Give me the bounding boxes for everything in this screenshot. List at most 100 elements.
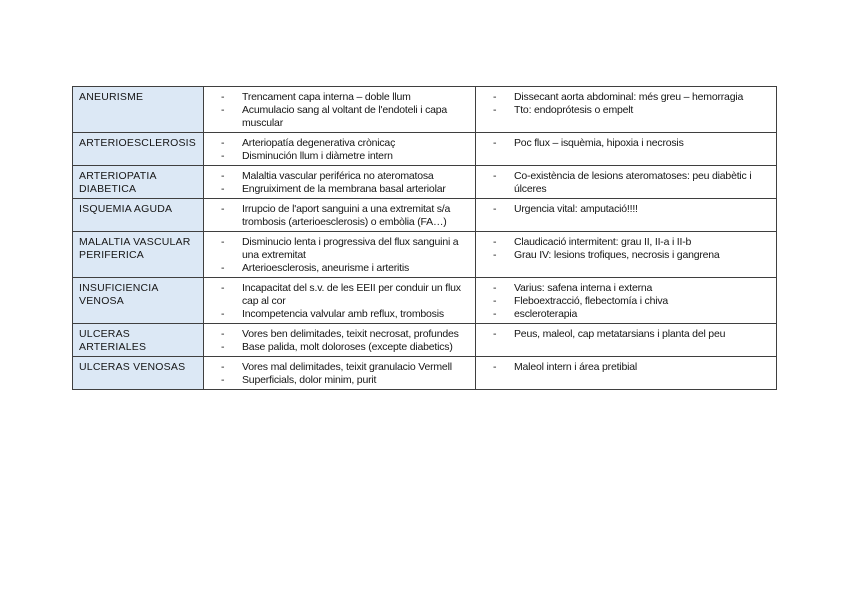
- bullet-item: - Fleboextracció, flebectomía i chiva: [476, 295, 774, 308]
- bullet-dash: -: [221, 137, 225, 149]
- bullet-text: Varius: safena interna i externa: [514, 282, 653, 294]
- bullet-item: - Claudicació intermitent: grau II, II-a …: [476, 236, 774, 249]
- bullet-dash: -: [493, 282, 497, 294]
- bullet-dash: -: [493, 249, 497, 261]
- vascular-pathologies-table: ANEURISME - Trencament capa interna – dob…: [72, 86, 777, 390]
- table-row: ULCERAS VENOSAS - Vores mal delimitades, …: [73, 357, 777, 390]
- details-cell: - Varius: safena interna i externa - Fleboe…: [476, 278, 777, 324]
- bullet-item: - Incompetencia valvular amb reflux, trom…: [204, 308, 473, 321]
- bullet-dash: -: [221, 308, 225, 320]
- condition-name-cell: ARTERIOESCLEROSIS: [73, 133, 204, 166]
- condition-name-cell: MALALTIA VASCULAR PERIFERICA: [73, 232, 204, 278]
- bullet-text: Arteriopatía degenerativa crònicaç: [242, 137, 396, 149]
- bullet-item: - Engruiximent de la membrana basal arter…: [204, 183, 473, 196]
- bullet-item: - Arterioesclerosis, aneurisme i arteriti…: [204, 262, 473, 275]
- bullet-item: - Vores ben delimitades, teixit necrosat,…: [204, 328, 473, 341]
- condition-name-cell: ARTERIOPATIA DIABETICA: [73, 166, 204, 199]
- bullet-text: Irrupcio de l'aport sanguini a una extre…: [242, 203, 451, 228]
- bullet-text: Incompetencia valvular amb reflux, tromb…: [242, 308, 444, 320]
- features-cell: - Malaltia vascular periférica no ateroma…: [204, 166, 476, 199]
- bullet-text: Acumulacio sang al voltant de l'endoteli…: [242, 104, 448, 129]
- bullet-text: Malaltia vascular periférica no ateromat…: [242, 170, 434, 182]
- bullet-item: - Arteriopatía degenerativa crònicaç: [204, 137, 473, 150]
- features-cell: - Arteriopatía degenerativa crònicaç - Dism…: [204, 133, 476, 166]
- bullet-item: - Dissecant aorta abdominal: més greu – h…: [476, 91, 774, 104]
- features-cell: - Disminucio lenta i progressiva del flux…: [204, 232, 476, 278]
- bullet-text: Maleol intern i área pretibial: [514, 361, 637, 373]
- bullet-text: Grau IV: lesions trofiques, necrosis i g…: [514, 249, 720, 261]
- bullet-text: Tto: endoprótesis o empelt: [514, 104, 634, 116]
- bullet-dash: -: [221, 341, 225, 353]
- bullet-dash: -: [493, 328, 497, 340]
- bullet-text: Base palida, molt doloroses (excepte dia…: [242, 341, 453, 353]
- bullet-text: Disminucio lenta i progressiva del flux …: [242, 236, 459, 261]
- bullet-item: - Acumulacio sang al voltant de l'endotel…: [204, 104, 473, 130]
- bullet-dash: -: [493, 295, 497, 307]
- bullet-text: Poc flux – isquèmia, hipoxia i necrosis: [514, 137, 684, 149]
- bullet-text: Claudicació intermitent: grau II, II-a i…: [514, 236, 692, 248]
- bullet-text: Peus, maleol, cap metatarsians i planta …: [514, 328, 726, 340]
- bullet-dash: -: [493, 104, 497, 116]
- condition-name-cell: ANEURISME: [73, 87, 204, 133]
- bullet-item: - Tto: endoprótesis o empelt: [476, 104, 774, 117]
- bullet-item: - Superficials, dolor minim, purit: [204, 374, 473, 387]
- features-cell: - Vores ben delimitades, teixit necrosat,…: [204, 324, 476, 357]
- bullet-text: Fleboextracció, flebectomía i chiva: [514, 295, 669, 307]
- bullet-dash: -: [221, 282, 225, 294]
- details-cell: - Co-existència de lesions ateromatoses: …: [476, 166, 777, 199]
- features-cell: - Vores mal delimitades, teixit granulaci…: [204, 357, 476, 390]
- table-row: ANEURISME - Trencament capa interna – dob…: [73, 87, 777, 133]
- bullet-text: Trencament capa interna – doble llum: [242, 91, 411, 103]
- table-row: MALALTIA VASCULAR PERIFERICA - Disminucio…: [73, 232, 777, 278]
- bullet-dash: -: [221, 170, 225, 182]
- condition-name-cell: ULCERAS ARTERIALES: [73, 324, 204, 357]
- bullet-text: Disminución llum i diàmetre intern: [242, 150, 393, 162]
- bullet-text: Incapacitat del s.v. de les EEII per con…: [242, 282, 461, 307]
- bullet-dash: -: [221, 361, 225, 373]
- bullet-dash: -: [221, 183, 225, 195]
- condition-name-cell: ULCERAS VENOSAS: [73, 357, 204, 390]
- bullet-item: - Base palida, molt doloroses (excepte di…: [204, 341, 473, 354]
- bullet-item: - escleroterapia: [476, 308, 774, 321]
- condition-name-cell: INSUFICIENCIA VENOSA: [73, 278, 204, 324]
- bullet-item: - Disminución llum i diàmetre intern: [204, 150, 473, 163]
- bullet-dash: -: [221, 150, 225, 162]
- bullet-dash: -: [221, 262, 225, 274]
- table-row: ARTERIOESCLEROSIS - Arteriopatía degenera…: [73, 133, 777, 166]
- bullet-text: Arterioesclerosis, aneurisme i arteritis: [242, 262, 410, 274]
- bullet-text: Co-existència de lesions ateromatoses: p…: [514, 170, 752, 195]
- details-cell: - Urgencia vital: amputació!!!!: [476, 199, 777, 232]
- bullet-item: - Maleol intern i área pretibial: [476, 361, 774, 374]
- bullet-item: - Co-existència de lesions ateromatoses: …: [476, 170, 774, 196]
- bullet-item: - Disminucio lenta i progressiva del flux…: [204, 236, 473, 262]
- bullet-item: - Urgencia vital: amputació!!!!: [476, 203, 774, 216]
- details-cell: - Poc flux – isquèmia, hipoxia i necrosis: [476, 133, 777, 166]
- bullet-text: Engruiximent de la membrana basal arteri…: [242, 183, 446, 195]
- bullet-item: - Grau IV: lesions trofiques, necrosis i …: [476, 249, 774, 262]
- bullet-dash: -: [221, 91, 225, 103]
- features-cell: - Trencament capa interna – doble llum - Ac…: [204, 87, 476, 133]
- table-row: ULCERAS ARTERIALES - Vores ben delimitade…: [73, 324, 777, 357]
- bullet-item: - Malaltia vascular periférica no ateroma…: [204, 170, 473, 183]
- bullet-text: Dissecant aorta abdominal: més greu – he…: [514, 91, 744, 103]
- bullet-dash: -: [221, 104, 225, 116]
- features-cell: - Irrupcio de l'aport sanguini a una extr…: [204, 199, 476, 232]
- table-row: ARTERIOPATIA DIABETICA - Malaltia vascula…: [73, 166, 777, 199]
- bullet-dash: -: [221, 236, 225, 248]
- condition-name-cell: ISQUEMIA AGUDA: [73, 199, 204, 232]
- table-row: INSUFICIENCIA VENOSA - Incapacitat del s.…: [73, 278, 777, 324]
- table-row: ISQUEMIA AGUDA - Irrupcio de l'aport sang…: [73, 199, 777, 232]
- bullet-text: escleroterapia: [514, 308, 578, 320]
- bullet-dash: -: [493, 308, 497, 320]
- bullet-dash: -: [221, 328, 225, 340]
- bullet-item: - Poc flux – isquèmia, hipoxia i necrosis: [476, 137, 774, 150]
- bullet-dash: -: [493, 361, 497, 373]
- bullet-dash: -: [493, 236, 497, 248]
- bullet-text: Urgencia vital: amputació!!!!: [514, 203, 638, 215]
- features-cell: - Incapacitat del s.v. de les EEII per co…: [204, 278, 476, 324]
- bullet-item: - Vores mal delimitades, teixit granulaci…: [204, 361, 473, 374]
- bullet-dash: -: [493, 137, 497, 149]
- bullet-item: - Incapacitat del s.v. de les EEII per co…: [204, 282, 473, 308]
- bullet-item: - Varius: safena interna i externa: [476, 282, 774, 295]
